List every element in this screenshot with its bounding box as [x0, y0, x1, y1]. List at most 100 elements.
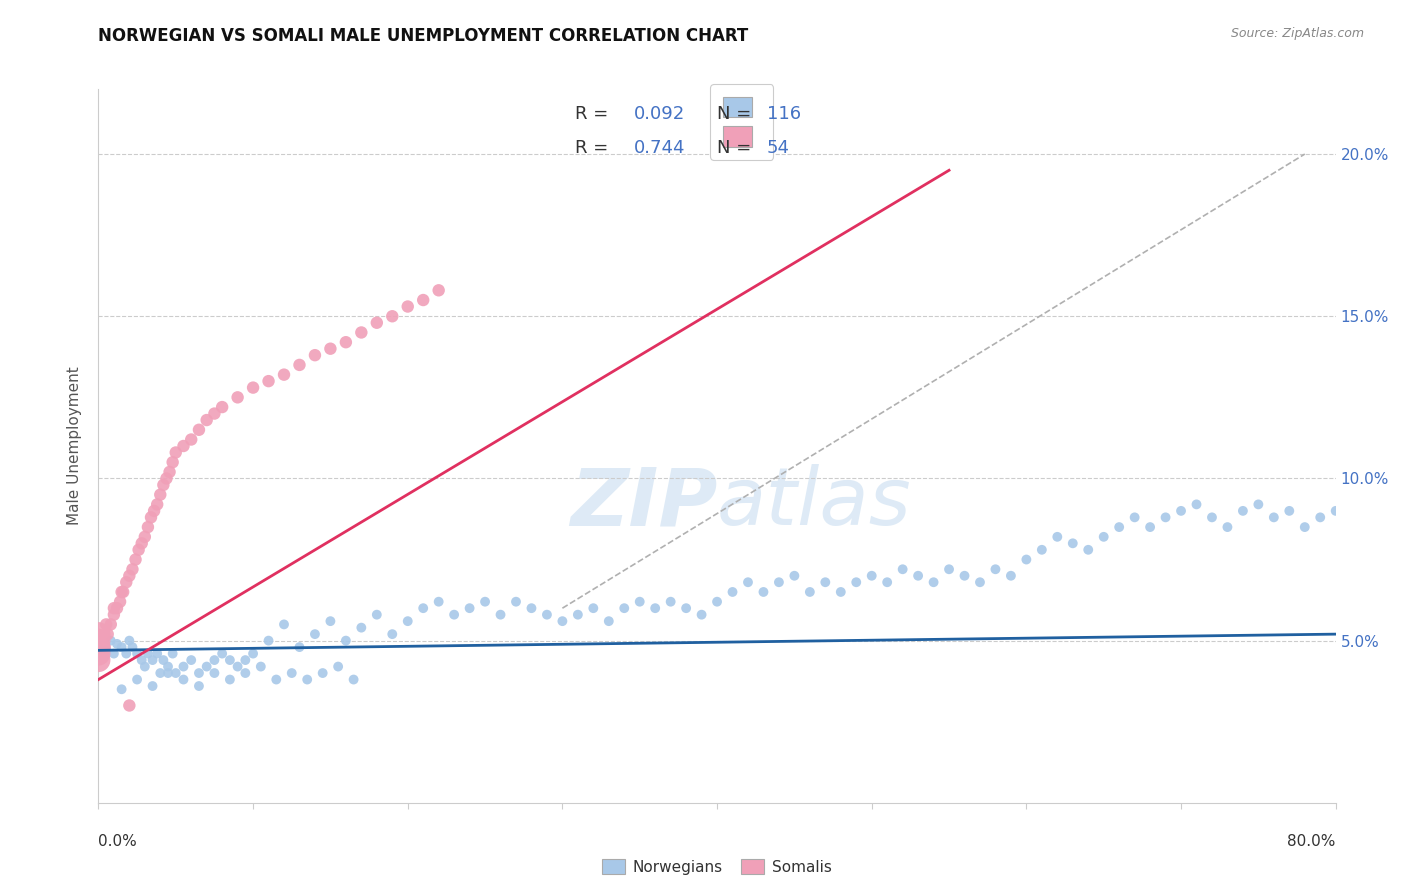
Point — [162, 647, 184, 661]
Point — [134, 530, 156, 544]
Point — [366, 316, 388, 330]
Point — [706, 595, 728, 609]
Point — [127, 647, 149, 661]
Point — [87, 647, 110, 661]
Point — [536, 607, 558, 622]
Point — [969, 575, 991, 590]
Point — [860, 568, 883, 582]
Point — [876, 575, 898, 590]
Point — [87, 627, 110, 641]
Point — [830, 585, 852, 599]
Point — [103, 647, 125, 661]
Point — [165, 666, 187, 681]
Text: 0.0%: 0.0% — [98, 834, 138, 849]
Point — [211, 647, 233, 661]
Point — [598, 614, 620, 628]
Point — [443, 607, 465, 622]
Point — [149, 488, 172, 502]
Point — [891, 562, 914, 576]
Point — [489, 607, 512, 622]
Point — [219, 653, 242, 667]
Point — [136, 520, 159, 534]
Point — [319, 342, 342, 356]
Point — [152, 478, 174, 492]
Point — [173, 673, 195, 687]
Point — [121, 640, 143, 654]
Point — [105, 601, 128, 615]
Point — [304, 348, 326, 362]
Point — [103, 601, 125, 615]
Point — [157, 659, 180, 673]
Text: Source: ZipAtlas.com: Source: ZipAtlas.com — [1230, 27, 1364, 40]
Text: N =: N = — [717, 139, 756, 157]
Point — [1031, 542, 1053, 557]
Point — [87, 640, 110, 654]
Point — [155, 471, 177, 485]
Point — [335, 633, 357, 648]
Point — [131, 653, 153, 667]
Point — [127, 673, 149, 687]
Point — [226, 390, 249, 404]
Point — [281, 666, 304, 681]
Point — [159, 465, 181, 479]
Point — [350, 621, 373, 635]
Text: R =: R = — [575, 105, 614, 123]
Point — [87, 640, 110, 654]
Point — [814, 575, 837, 590]
Point — [288, 640, 311, 654]
Point — [1324, 504, 1347, 518]
Point — [143, 504, 166, 518]
Point — [139, 510, 162, 524]
Point — [180, 653, 202, 667]
Point — [195, 413, 218, 427]
Point — [1185, 497, 1208, 511]
Point — [242, 647, 264, 661]
Point — [273, 617, 295, 632]
Point — [97, 627, 120, 641]
Text: 54: 54 — [766, 139, 790, 157]
Text: 80.0%: 80.0% — [1288, 834, 1336, 849]
Point — [1000, 568, 1022, 582]
Point — [118, 698, 141, 713]
Point — [108, 595, 131, 609]
Point — [111, 640, 134, 654]
Point — [100, 633, 122, 648]
Point — [1170, 504, 1192, 518]
Point — [188, 423, 211, 437]
Point — [1077, 542, 1099, 557]
Point — [412, 601, 434, 615]
Point — [783, 568, 806, 582]
Text: NORWEGIAN VS SOMALI MALE UNEMPLOYMENT CORRELATION CHART: NORWEGIAN VS SOMALI MALE UNEMPLOYMENT CO… — [98, 27, 748, 45]
Point — [1092, 530, 1115, 544]
Text: N =: N = — [717, 105, 756, 123]
Point — [582, 601, 605, 615]
Point — [396, 300, 419, 314]
Text: 0.744: 0.744 — [634, 139, 686, 157]
Point — [350, 326, 373, 340]
Point — [659, 595, 682, 609]
Point — [188, 666, 211, 681]
Point — [257, 374, 280, 388]
Point — [257, 633, 280, 648]
Point — [96, 643, 118, 657]
Point — [211, 400, 233, 414]
Point — [505, 595, 527, 609]
Point — [142, 679, 165, 693]
Point — [458, 601, 481, 615]
Point — [953, 568, 976, 582]
Point — [115, 575, 138, 590]
Point — [204, 653, 226, 667]
Point — [235, 653, 257, 667]
Point — [136, 647, 159, 661]
Point — [118, 568, 141, 582]
Point — [1263, 510, 1285, 524]
Point — [938, 562, 960, 576]
Point — [219, 673, 242, 687]
Point — [737, 575, 759, 590]
Text: 116: 116 — [766, 105, 800, 123]
Point — [173, 659, 195, 673]
Point — [297, 673, 319, 687]
Point — [551, 614, 574, 628]
Point — [103, 607, 125, 622]
Point — [984, 562, 1007, 576]
